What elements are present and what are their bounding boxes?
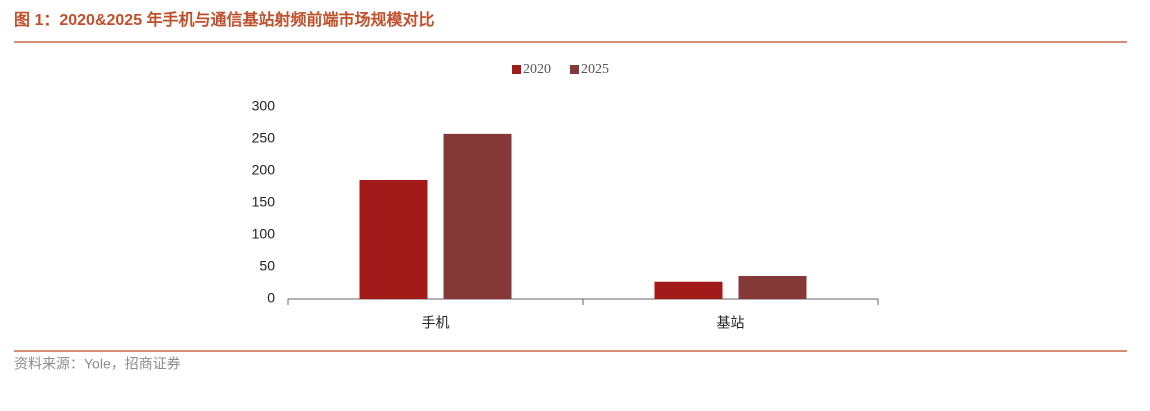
bar bbox=[443, 133, 512, 299]
legend-swatch bbox=[570, 65, 579, 74]
x-tick-label: 手机 bbox=[422, 315, 450, 331]
bar bbox=[359, 179, 428, 299]
x-tick-label: 基站 bbox=[717, 315, 745, 331]
legend-swatch bbox=[512, 65, 521, 74]
y-tick-label: 0 bbox=[267, 290, 275, 306]
y-tick-label: 300 bbox=[252, 98, 276, 114]
bar bbox=[738, 275, 807, 299]
bar bbox=[654, 281, 723, 299]
y-tick-label: 200 bbox=[252, 162, 276, 178]
y-tick-label: 50 bbox=[259, 258, 275, 274]
source-note: 资料来源：Yole，招商证券 bbox=[14, 356, 181, 372]
y-tick-label: 150 bbox=[252, 194, 276, 210]
y-tick-label: 250 bbox=[252, 130, 276, 146]
chart-title: 图 1：2020&2025 年手机与通信基站射频前端市场规模对比 bbox=[14, 10, 435, 29]
legend-label: 2025 bbox=[581, 62, 609, 77]
legend-label: 2020 bbox=[523, 62, 551, 77]
y-tick-label: 100 bbox=[252, 226, 276, 242]
